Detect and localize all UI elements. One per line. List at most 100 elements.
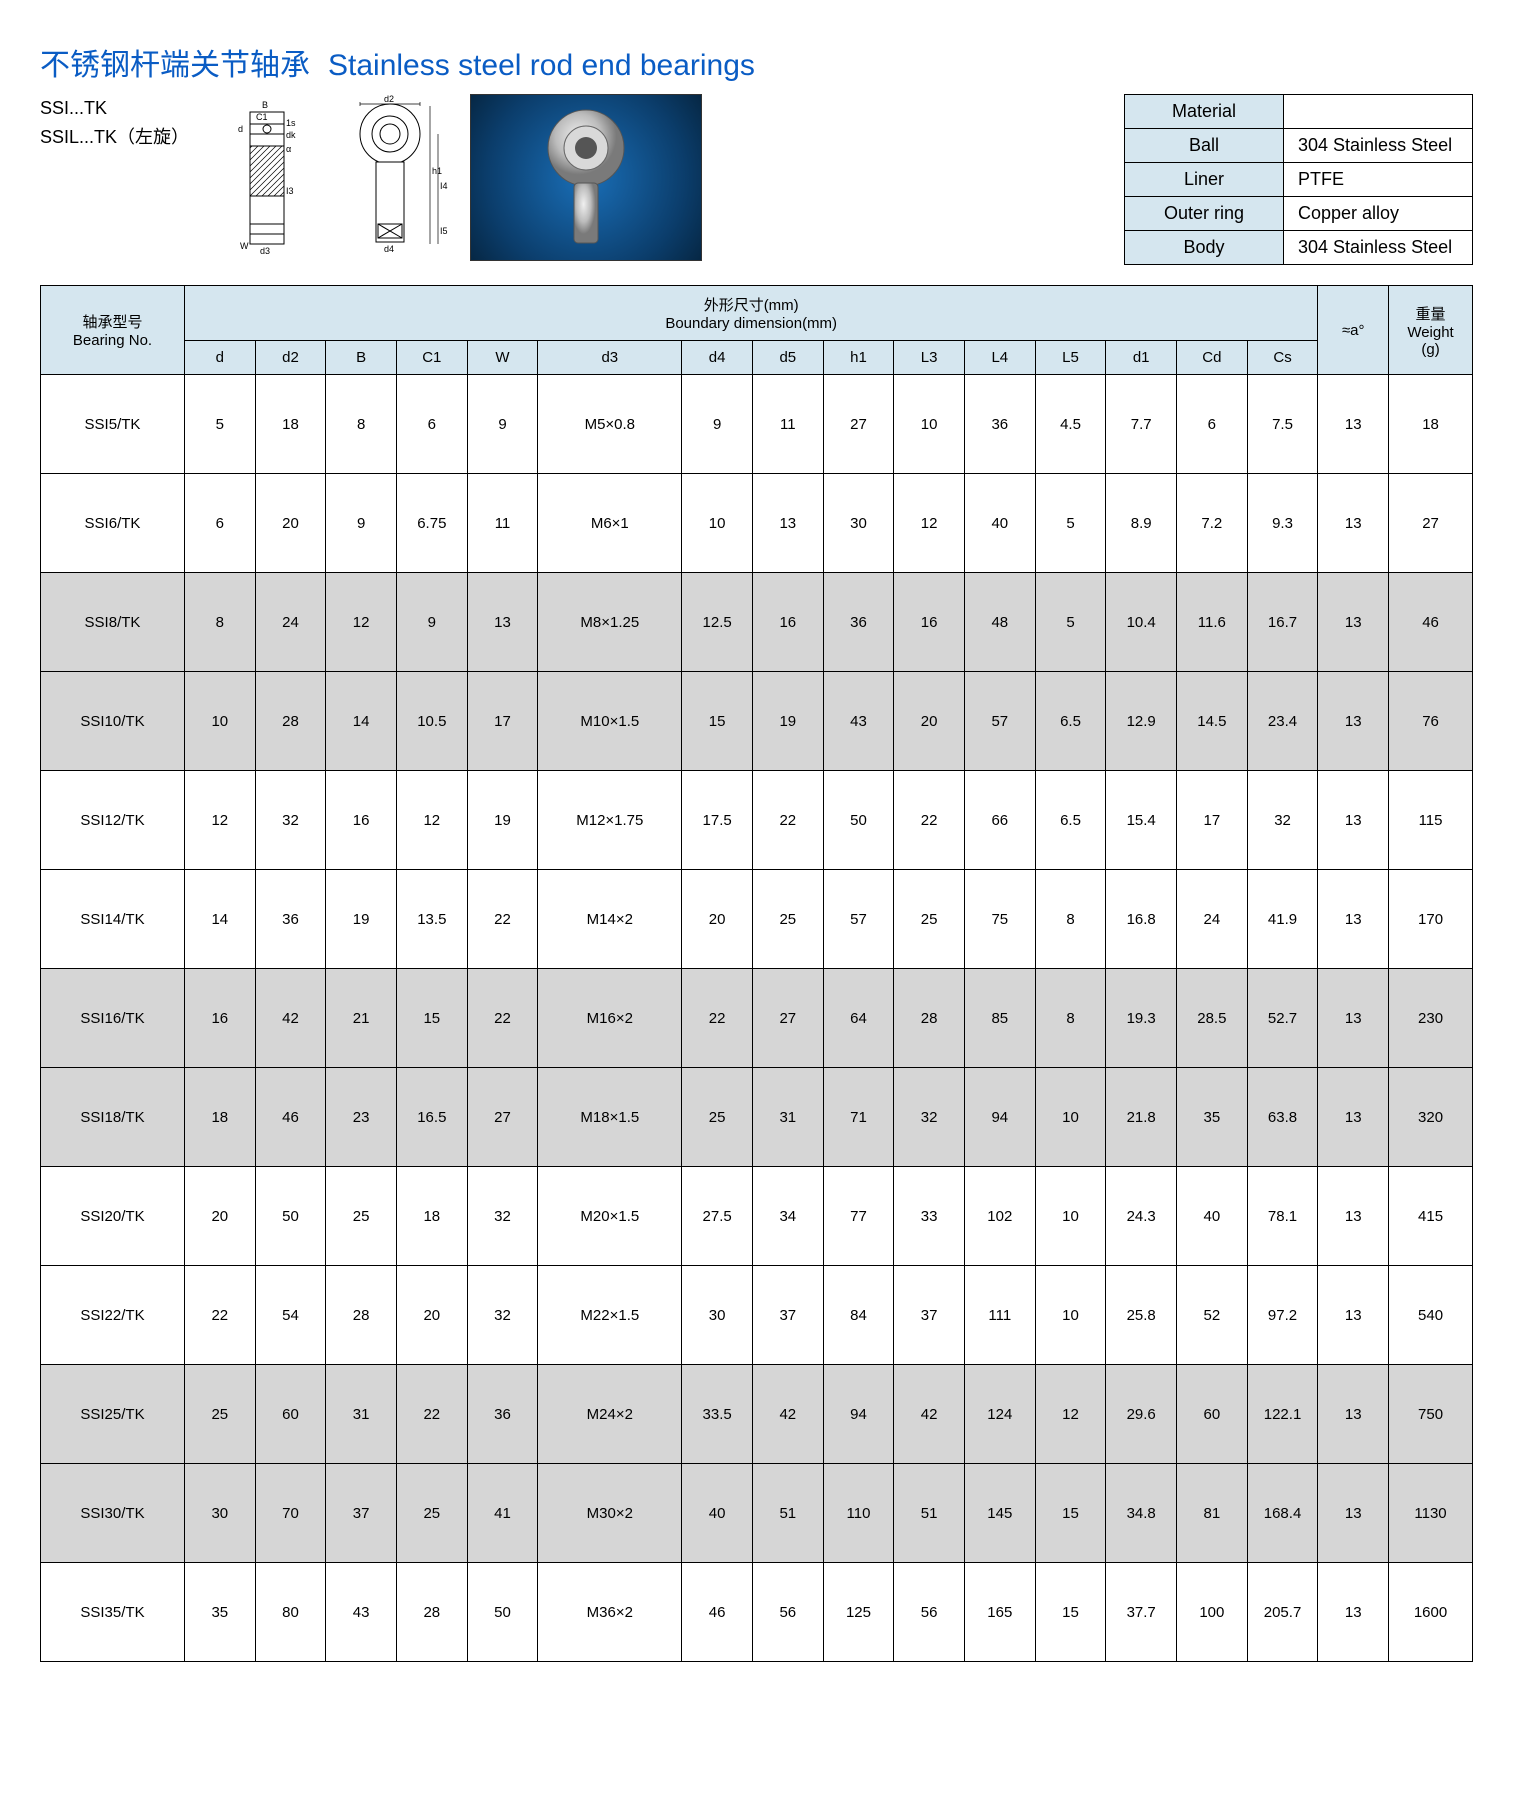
cell-value: 102 xyxy=(964,1167,1035,1266)
cell-value: 22 xyxy=(467,969,538,1068)
cell-bearing-no: SSI30/TK xyxy=(41,1464,185,1563)
cell-value: 22 xyxy=(682,969,753,1068)
cell-value: M10×1.5 xyxy=(538,672,682,771)
cell-value: 60 xyxy=(255,1365,326,1464)
cell-value: 12 xyxy=(326,573,397,672)
cell-value: 28 xyxy=(326,1266,397,1365)
cell-value: 8 xyxy=(1035,969,1106,1068)
section-diagram-icon: B C1 1s dk d α I3 d3 W xyxy=(220,94,320,254)
th-h1: h1 xyxy=(823,341,894,375)
cell-value: 8 xyxy=(184,573,255,672)
cell-value: 13 xyxy=(1318,969,1389,1068)
cell-value: M14×2 xyxy=(538,870,682,969)
cell-value: 46 xyxy=(255,1068,326,1167)
cell-value: 37 xyxy=(752,1266,823,1365)
th-weight: 重量 Weight (g) xyxy=(1389,286,1473,375)
cell-value: 12.5 xyxy=(682,573,753,672)
cell-value: 33 xyxy=(894,1167,965,1266)
th-angle: ≈a° xyxy=(1318,286,1389,375)
cell-value: 18 xyxy=(1389,375,1473,474)
engineering-diagrams: B C1 1s dk d α I3 d3 W xyxy=(220,94,450,254)
cell-value: 15 xyxy=(682,672,753,771)
cell-bearing-no: SSI16/TK xyxy=(41,969,185,1068)
material-label: Liner xyxy=(1125,163,1284,197)
cell-value: 37 xyxy=(326,1464,397,1563)
th-d: d xyxy=(184,341,255,375)
cell-value: 1600 xyxy=(1389,1563,1473,1662)
cell-bearing-no: SSI6/TK xyxy=(41,474,185,573)
cell-value: 31 xyxy=(326,1365,397,1464)
cell-value: 6 xyxy=(184,474,255,573)
label-I4: I4 xyxy=(440,181,448,191)
cell-value: 13.5 xyxy=(396,870,467,969)
cell-value: 77 xyxy=(823,1167,894,1266)
cell-value: 36 xyxy=(467,1365,538,1464)
cell-value: 13 xyxy=(1318,1068,1389,1167)
label-h1: h1 xyxy=(432,166,442,176)
cell-value: 1130 xyxy=(1389,1464,1473,1563)
cell-value: M36×2 xyxy=(538,1563,682,1662)
cell-value: 33.5 xyxy=(682,1365,753,1464)
cell-value: 8 xyxy=(1035,870,1106,969)
cell-value: 22 xyxy=(752,771,823,870)
specification-table: 轴承型号 Bearing No. 外形尺寸(mm) Boundary dimen… xyxy=(40,285,1473,1662)
cell-value: 75 xyxy=(964,870,1035,969)
cell-value: 19.3 xyxy=(1106,969,1177,1068)
cell-value: 57 xyxy=(964,672,1035,771)
cell-value: 122.1 xyxy=(1247,1365,1318,1464)
cell-value: 60 xyxy=(1177,1365,1248,1464)
cell-value: 16 xyxy=(326,771,397,870)
cell-value: 32 xyxy=(467,1266,538,1365)
model-line-1: SSI...TK xyxy=(40,94,200,123)
cell-value: 21 xyxy=(326,969,397,1068)
cell-bearing-no: SSI12/TK xyxy=(41,771,185,870)
table-row: SSI16/TK1642211522M16×22227642885819.328… xyxy=(41,969,1473,1068)
cell-value: 750 xyxy=(1389,1365,1473,1464)
cell-value: 4.5 xyxy=(1035,375,1106,474)
cell-value: 80 xyxy=(255,1563,326,1662)
cell-value: 9 xyxy=(467,375,538,474)
label-d4: d4 xyxy=(384,244,394,254)
cell-value: 9 xyxy=(396,573,467,672)
cell-value: 27.5 xyxy=(682,1167,753,1266)
cell-value: 13 xyxy=(1318,870,1389,969)
cell-value: 34 xyxy=(752,1167,823,1266)
th-bearing-en: Bearing No. xyxy=(73,332,152,349)
cell-value: 21.8 xyxy=(1106,1068,1177,1167)
cell-value: 31 xyxy=(752,1068,823,1167)
th-B: B xyxy=(326,341,397,375)
cell-value: 100 xyxy=(1177,1563,1248,1662)
th-d1: d1 xyxy=(1106,341,1177,375)
th-bearing-cn: 轴承型号 xyxy=(82,314,142,331)
label-B: B xyxy=(262,100,268,110)
cell-value: 24.3 xyxy=(1106,1167,1177,1266)
material-rows: Ball304 Stainless SteelLinerPTFEOuter ri… xyxy=(1125,129,1473,265)
cell-value: M22×1.5 xyxy=(538,1266,682,1365)
cell-value: 35 xyxy=(1177,1068,1248,1167)
cell-value: 46 xyxy=(1389,573,1473,672)
cell-value: 17 xyxy=(467,672,538,771)
cell-value: 37 xyxy=(894,1266,965,1365)
cell-value: 14.5 xyxy=(1177,672,1248,771)
cell-value: 18 xyxy=(184,1068,255,1167)
cell-value: 78.1 xyxy=(1247,1167,1318,1266)
cell-value: 10 xyxy=(894,375,965,474)
cell-value: 18 xyxy=(255,375,326,474)
table-row: SSI20/TK2050251832M20×1.527.534773310210… xyxy=(41,1167,1473,1266)
cell-value: 16 xyxy=(184,969,255,1068)
cell-value: 94 xyxy=(964,1068,1035,1167)
cell-value: M6×1 xyxy=(538,474,682,573)
cell-value: 20 xyxy=(255,474,326,573)
cell-value: M30×2 xyxy=(538,1464,682,1563)
cell-value: 13 xyxy=(467,573,538,672)
cell-value: 63.8 xyxy=(1247,1068,1318,1167)
cell-value: 168.4 xyxy=(1247,1464,1318,1563)
cell-value: M5×0.8 xyxy=(538,375,682,474)
cell-value: 27 xyxy=(467,1068,538,1167)
table-row: SSI35/TK3580432850M36×24656125561651537.… xyxy=(41,1563,1473,1662)
cell-value: 11 xyxy=(467,474,538,573)
material-value: 304 Stainless Steel xyxy=(1284,231,1473,265)
cell-value: 124 xyxy=(964,1365,1035,1464)
page-title-row: 不锈钢杆端关节轴承 Stainless steel rod end bearin… xyxy=(40,40,1473,84)
spec-tbody: SSI5/TK518869M5×0.89112710364.57.767.513… xyxy=(41,375,1473,1662)
